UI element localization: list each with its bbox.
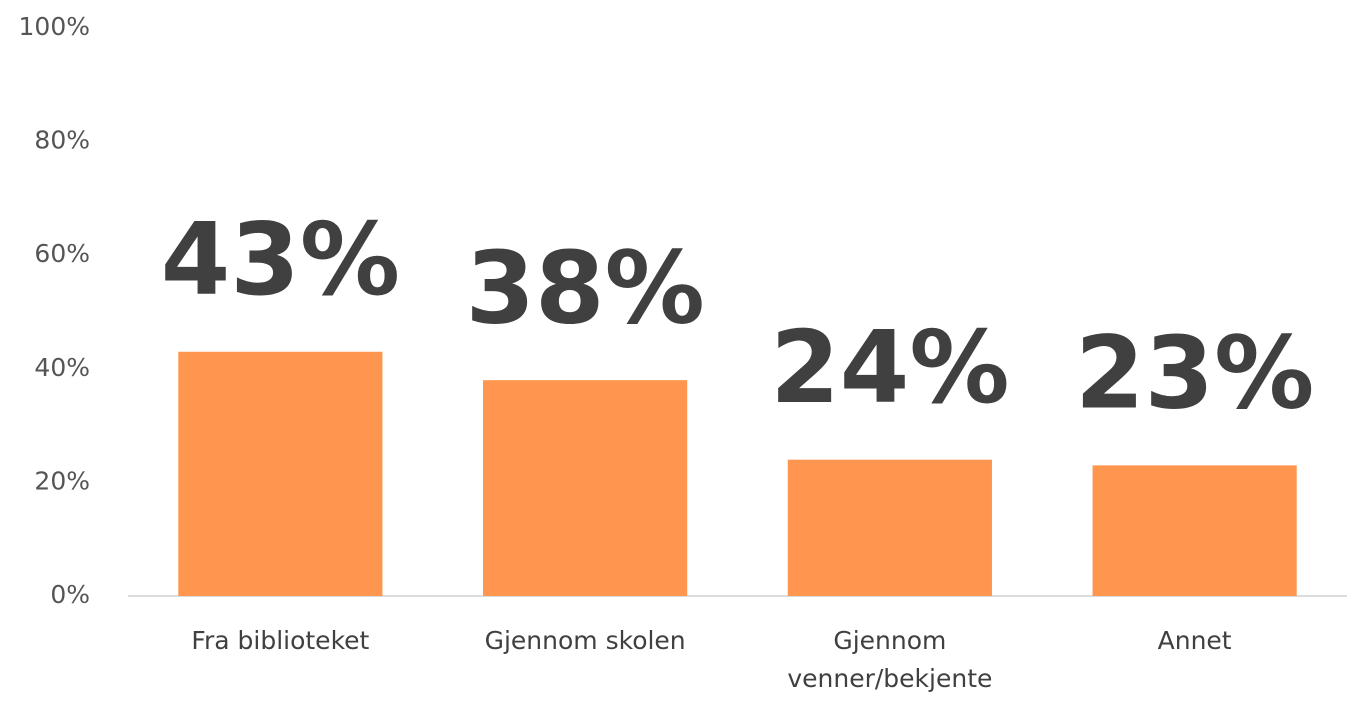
bar [483, 380, 688, 596]
y-tick-label: 80% [34, 126, 90, 155]
x-tick-label: Fra biblioteket [191, 626, 370, 655]
value-label: 24% [770, 309, 1009, 426]
y-tick-label: 20% [34, 466, 90, 495]
y-tick-label: 40% [34, 353, 90, 382]
value-label: 23% [1075, 315, 1314, 432]
x-tick-label: Gjennom venner/bekjente [787, 626, 993, 693]
y-tick-label: 60% [34, 239, 90, 268]
bar [1092, 465, 1297, 596]
y-tick-label: 0% [50, 580, 90, 609]
x-tick-label: Gjennom skolen [484, 626, 686, 655]
bar [787, 459, 992, 596]
x-tick-label: Annet [1157, 626, 1232, 655]
value-label: 38% [465, 230, 704, 347]
bar [178, 351, 383, 596]
value-label: 43% [161, 201, 400, 318]
y-tick-label: 100% [19, 12, 90, 41]
